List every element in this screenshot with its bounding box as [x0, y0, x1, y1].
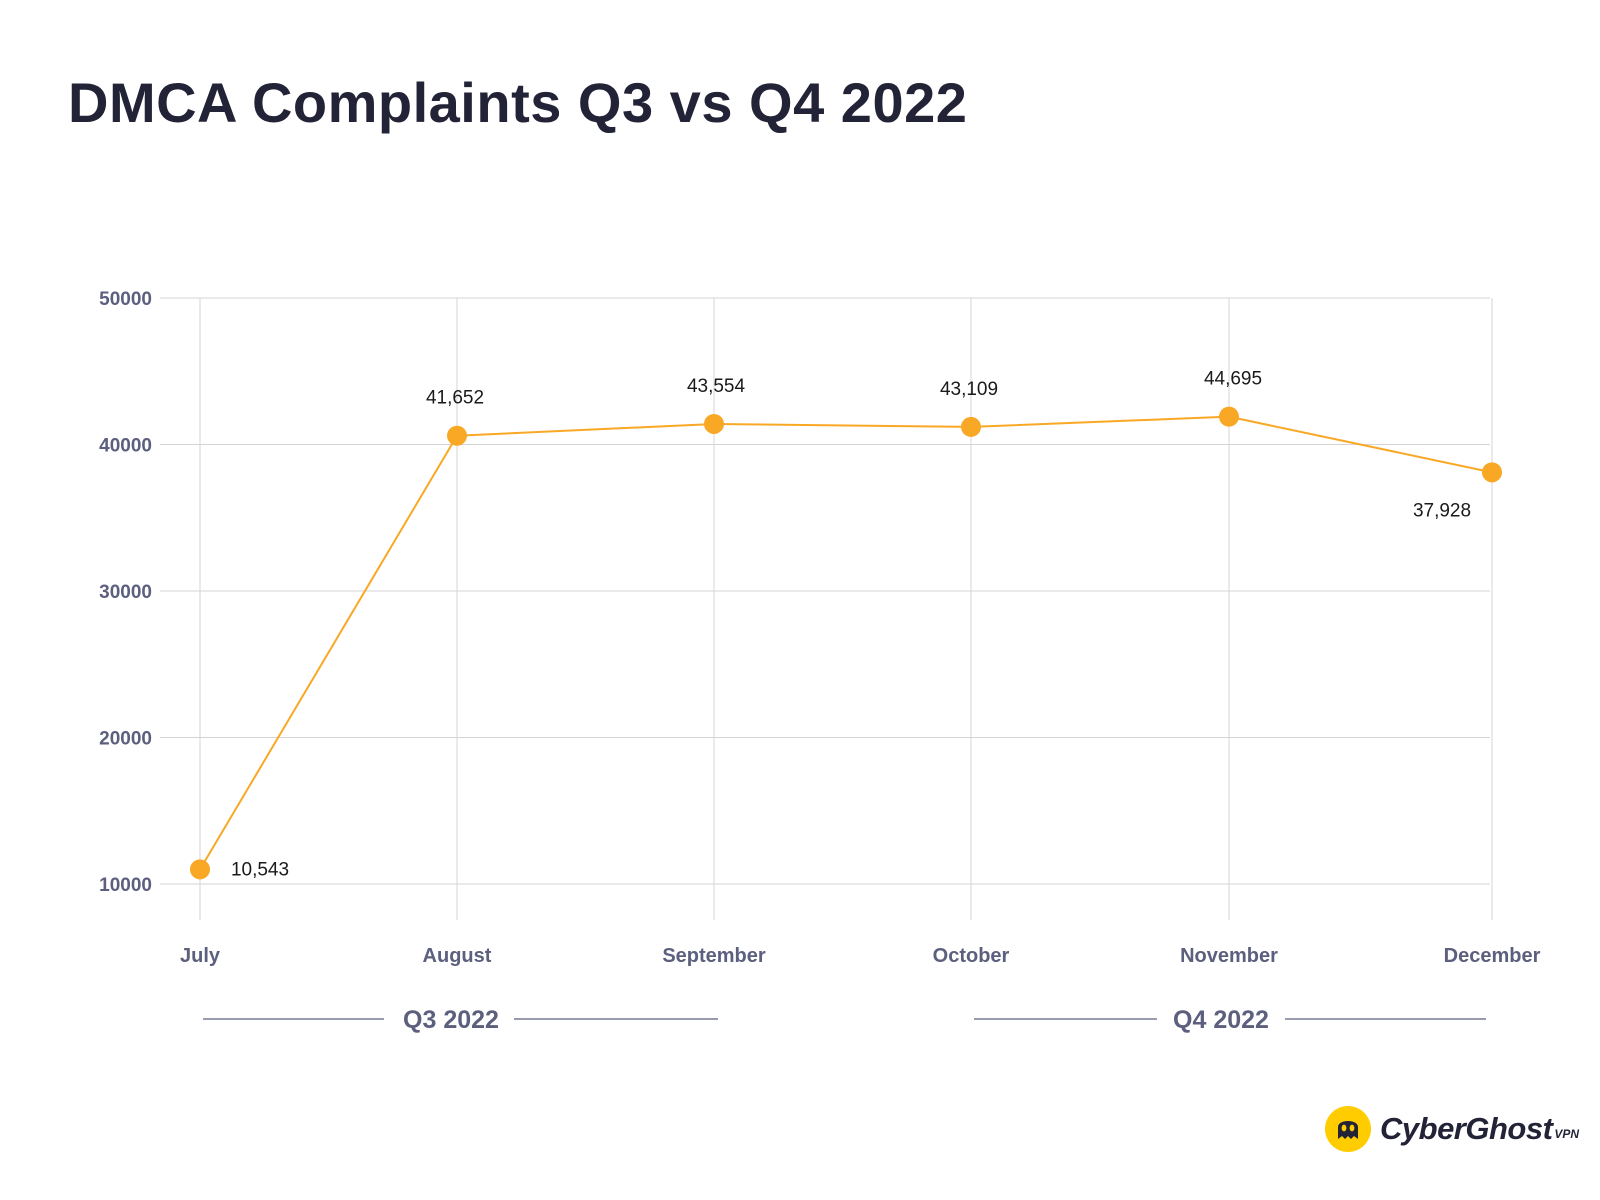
- x-tick-label: July: [180, 945, 221, 967]
- data-point: [961, 416, 981, 437]
- y-tick-label: 30000: [99, 582, 152, 603]
- data-point: [447, 425, 467, 446]
- x-tick-label: November: [1180, 945, 1278, 967]
- y-tick-label: 20000: [99, 729, 152, 750]
- brand-suffix: VPN: [1554, 1127, 1580, 1141]
- data-point: [1219, 406, 1239, 427]
- grid: [160, 297, 1493, 920]
- quarter-annotations: Q3 2022 Q4 2022: [203, 1006, 1486, 1034]
- ghost-logo-icon: [1325, 1106, 1371, 1152]
- x-tick-label: August: [423, 945, 492, 967]
- data-label: 43,109: [940, 379, 998, 400]
- quarter-label: Q3 2022: [403, 1006, 499, 1034]
- series: [190, 406, 1502, 880]
- x-tick-label: September: [662, 945, 766, 967]
- quarter-label: Q4 2022: [1173, 1006, 1269, 1034]
- data-point: [190, 859, 210, 880]
- y-tick-label: 10000: [99, 875, 152, 896]
- series-line: [199, 415, 1493, 870]
- data-label: 10,543: [231, 859, 289, 880]
- x-tick-label: October: [933, 945, 1010, 967]
- brand-name: CyberGhost: [1380, 1111, 1553, 1146]
- y-tick-label: 40000: [99, 436, 152, 457]
- x-tick-label: December: [1444, 945, 1541, 967]
- data-label: 37,928: [1413, 500, 1471, 521]
- data-label: 43,554: [687, 376, 746, 397]
- brand-logo: CyberGhost VPN: [1324, 1105, 1579, 1153]
- y-tick-label: 50000: [99, 289, 152, 310]
- data-point: [704, 413, 724, 434]
- data-label: 41,652: [426, 388, 484, 409]
- data-labels: 10,543 41,652 43,554 43,109 44,695 37,928: [231, 369, 1471, 881]
- data-point: [1482, 462, 1502, 483]
- axes: 50000 40000 30000 20000 10000 July August Septe…: [99, 289, 1540, 967]
- data-label: 44,695: [1204, 369, 1262, 390]
- chart-title: DMCA Complaints Q3 vs Q4 2022: [68, 71, 968, 134]
